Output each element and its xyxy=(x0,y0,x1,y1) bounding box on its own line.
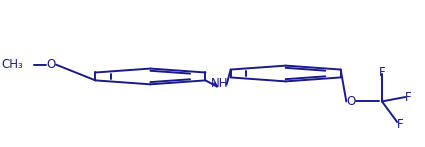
Text: NH: NH xyxy=(211,77,229,90)
Text: F: F xyxy=(397,118,404,131)
Text: F: F xyxy=(379,66,385,78)
Text: O: O xyxy=(347,95,356,108)
Text: CH₃: CH₃ xyxy=(2,58,23,71)
Text: O: O xyxy=(47,58,56,71)
Text: F: F xyxy=(405,91,412,103)
